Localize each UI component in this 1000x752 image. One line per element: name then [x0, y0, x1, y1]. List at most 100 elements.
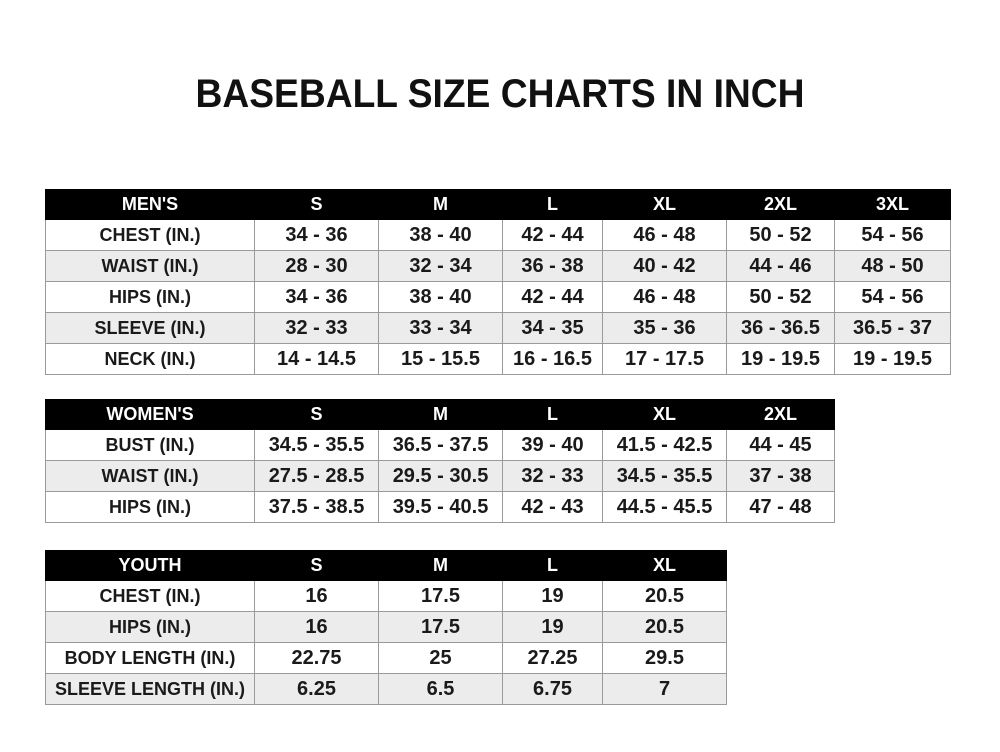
size-value: 37 - 38 [726, 460, 835, 492]
header-row: WOMEN'S S M L XL 2XL [45, 399, 835, 430]
table-row: BUST (IN.) 34.5 - 35.5 36.5 - 37.5 39 - 40 4… [45, 429, 835, 461]
size-header: 3XL [834, 189, 951, 220]
category-header: WOMEN'S [45, 399, 255, 430]
size-value: 36 - 38 [502, 250, 603, 282]
measurement-label: CHEST (IN.) [45, 219, 255, 251]
size-value: 27.5 - 28.5 [254, 460, 379, 492]
size-value: 44 - 45 [726, 429, 835, 461]
size-value: 44.5 - 45.5 [602, 491, 727, 523]
table-row: WAIST (IN.) 27.5 - 28.5 29.5 - 30.5 32 - 33… [45, 460, 835, 492]
size-value: 6.75 [502, 673, 603, 705]
size-value: 29.5 [602, 642, 727, 674]
table-row: SLEEVE LENGTH (IN.) 6.25 6.5 6.75 7 [45, 673, 727, 705]
size-value: 19 [502, 611, 603, 643]
table-row: BODY LENGTH (IN.) 22.75 25 27.25 29.5 [45, 642, 727, 674]
size-value: 32 - 33 [254, 312, 379, 344]
measurement-label: CHEST (IN.) [45, 580, 255, 612]
size-value: 47 - 48 [726, 491, 835, 523]
size-value: 17.5 [378, 611, 503, 643]
measurement-label: HIPS (IN.) [45, 491, 255, 523]
size-value: 44 - 46 [726, 250, 835, 282]
size-header: L [502, 550, 603, 581]
size-value: 20.5 [602, 611, 727, 643]
womens-size-table: WOMEN'S S M L XL 2XL BUST (IN.) 34.5 - 35.5 36.5… [45, 399, 835, 523]
size-header: XL [602, 189, 727, 220]
size-value: 37.5 - 38.5 [254, 491, 379, 523]
measurement-label: SLEEVE LENGTH (IN.) [45, 673, 255, 705]
size-value: 34 - 36 [254, 281, 379, 313]
size-header: S [254, 550, 379, 581]
size-value: 6.25 [254, 673, 379, 705]
size-value: 35 - 36 [602, 312, 727, 344]
table-row: NECK (IN.) 14 - 14.5 15 - 15.5 16 - 16.5 17 … [45, 343, 951, 375]
table-row: SLEEVE (IN.) 32 - 33 33 - 34 34 - 35 35 - 36… [45, 312, 951, 344]
category-header: MEN'S [45, 189, 255, 220]
size-header: M [378, 399, 503, 430]
size-value: 17 - 17.5 [602, 343, 727, 375]
size-value: 54 - 56 [834, 281, 951, 313]
category-header: YOUTH [45, 550, 255, 581]
size-value: 32 - 33 [502, 460, 603, 492]
header-row: YOUTH S M L XL [45, 550, 727, 581]
mens-size-table: MEN'S S M L XL 2XL 3XL CHEST (IN.) 34 - 36 38 - 4… [45, 189, 951, 375]
size-value: 17.5 [378, 580, 503, 612]
size-value: 6.5 [378, 673, 503, 705]
table-row: HIPS (IN.) 34 - 36 38 - 40 42 - 44 46 - 48 50… [45, 281, 951, 313]
size-value: 39 - 40 [502, 429, 603, 461]
size-header: M [378, 550, 503, 581]
table-row: HIPS (IN.) 37.5 - 38.5 39.5 - 40.5 42 - 43 4… [45, 491, 835, 523]
size-value: 34.5 - 35.5 [602, 460, 727, 492]
size-value: 34 - 36 [254, 219, 379, 251]
size-value: 42 - 43 [502, 491, 603, 523]
size-value: 14 - 14.5 [254, 343, 379, 375]
size-header: M [378, 189, 503, 220]
size-value: 7 [602, 673, 727, 705]
measurement-label: WAIST (IN.) [45, 250, 255, 282]
table-row: WAIST (IN.) 28 - 30 32 - 34 36 - 38 40 - 42 4… [45, 250, 951, 282]
measurement-label: BODY LENGTH (IN.) [45, 642, 255, 674]
size-value: 15 - 15.5 [378, 343, 503, 375]
size-value: 28 - 30 [254, 250, 379, 282]
size-value: 42 - 44 [502, 219, 603, 251]
size-value: 34.5 - 35.5 [254, 429, 379, 461]
size-header: 2XL [726, 189, 835, 220]
table-row: HIPS (IN.) 16 17.5 19 20.5 [45, 611, 727, 643]
size-value: 16 - 16.5 [502, 343, 603, 375]
size-value: 42 - 44 [502, 281, 603, 313]
measurement-label: SLEEVE (IN.) [45, 312, 255, 344]
table-row: CHEST (IN.) 34 - 36 38 - 40 42 - 44 46 - 48 5… [45, 219, 951, 251]
size-value: 32 - 34 [378, 250, 503, 282]
size-value: 33 - 34 [378, 312, 503, 344]
size-value: 36 - 36.5 [726, 312, 835, 344]
size-value: 27.25 [502, 642, 603, 674]
measurement-label: NECK (IN.) [45, 343, 255, 375]
size-value: 36.5 - 37 [834, 312, 951, 344]
size-value: 16 [254, 580, 379, 612]
size-header: L [502, 189, 603, 220]
size-header: S [254, 189, 379, 220]
size-value: 46 - 48 [602, 281, 727, 313]
size-value: 19 [502, 580, 603, 612]
size-value: 36.5 - 37.5 [378, 429, 503, 461]
size-value: 41.5 - 42.5 [602, 429, 727, 461]
measurement-label: HIPS (IN.) [45, 611, 255, 643]
youth-size-table: YOUTH S M L XL CHEST (IN.) 16 17.5 19 20.5 HIPS (I… [45, 550, 727, 705]
size-header: 2XL [726, 399, 835, 430]
size-value: 19 - 19.5 [834, 343, 951, 375]
size-value: 19 - 19.5 [726, 343, 835, 375]
size-header: S [254, 399, 379, 430]
measurement-label: BUST (IN.) [45, 429, 255, 461]
header-row: MEN'S S M L XL 2XL 3XL [45, 189, 951, 220]
table-row: CHEST (IN.) 16 17.5 19 20.5 [45, 580, 727, 612]
measurement-label: WAIST (IN.) [45, 460, 255, 492]
size-value: 16 [254, 611, 379, 643]
size-value: 48 - 50 [834, 250, 951, 282]
size-value: 40 - 42 [602, 250, 727, 282]
size-value: 20.5 [602, 580, 727, 612]
size-value: 38 - 40 [378, 281, 503, 313]
size-value: 50 - 52 [726, 219, 835, 251]
size-value: 38 - 40 [378, 219, 503, 251]
size-value: 46 - 48 [602, 219, 727, 251]
size-header: XL [602, 399, 727, 430]
size-value: 50 - 52 [726, 281, 835, 313]
